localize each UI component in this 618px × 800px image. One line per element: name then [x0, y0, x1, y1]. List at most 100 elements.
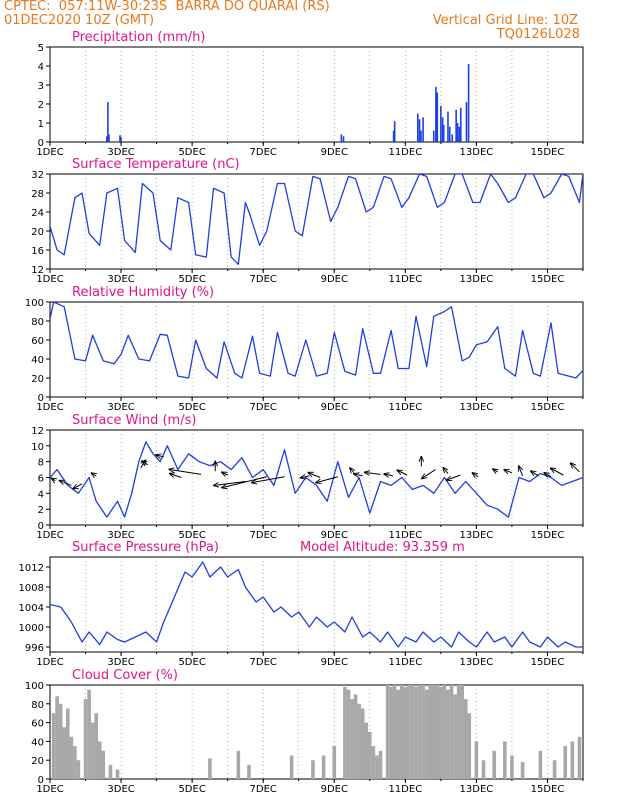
x-tick-label: 9DEC: [321, 530, 348, 541]
bar: [410, 685, 415, 779]
wind-arrow: [519, 466, 523, 477]
wind-arrow: [51, 478, 55, 481]
x-tick-label: 9DEC: [321, 402, 348, 413]
x-tick-label: 15DEC: [531, 784, 565, 795]
bar: [432, 130, 435, 142]
y-tick-label: 1000: [19, 623, 44, 634]
bar: [392, 685, 397, 779]
bar: [459, 107, 462, 142]
x-tick-label: 13DEC: [460, 147, 494, 158]
bar: [435, 86, 437, 142]
bar: [399, 685, 404, 779]
y-tick-label: 80: [31, 317, 44, 328]
bar: [570, 741, 575, 779]
y-tick-label: 40: [31, 737, 44, 748]
y-tick-label: 80: [31, 700, 44, 711]
bar: [407, 685, 411, 779]
bar: [289, 755, 294, 779]
wind-arrow: [446, 474, 461, 480]
x-tick-label: 3DEC: [107, 784, 134, 795]
plot-area: [51, 685, 582, 779]
bar: [418, 119, 421, 142]
bar: [208, 758, 212, 779]
wind-arrow: [308, 473, 321, 478]
bar: [577, 736, 582, 779]
y-tick-label: 100: [25, 298, 44, 309]
header-datetime: 01DEC2020 10Z (GMT): [4, 13, 155, 28]
x-tick-label: 13DEC: [460, 402, 494, 413]
y-tick-label: 20: [31, 756, 44, 767]
wind-arrow: [73, 483, 83, 489]
series-line: [50, 302, 583, 379]
y-tick-label: 0: [38, 393, 44, 404]
bar: [467, 64, 470, 142]
bar: [456, 685, 461, 779]
y-tick-label: 20: [31, 227, 44, 238]
bar: [108, 764, 113, 779]
wind-arrow: [550, 468, 564, 476]
panel-frame: [49, 301, 584, 398]
panel-temp: 12 16 20 24 28 32 1DEC 3DEC 5DEC 7DEC 9DEC 11DEC 13D…: [31, 157, 584, 285]
x-tick-label: 11DEC: [388, 402, 422, 413]
bar: [440, 105, 442, 142]
y-tick-label: 20: [31, 374, 44, 385]
wind-arrow: [472, 473, 479, 477]
bar: [456, 123, 459, 142]
wind-arrow: [300, 476, 310, 478]
x-tick-label: 5DEC: [178, 274, 205, 285]
wind-arrow: [570, 463, 580, 473]
bar: [107, 102, 109, 142]
x-tick-label: 15DEC: [531, 274, 565, 285]
bar: [83, 699, 88, 779]
bar: [385, 685, 390, 779]
panel-title: Cloud Cover (%): [72, 668, 178, 683]
wind-arrow: [384, 474, 394, 476]
y-tick-label: 0: [38, 138, 44, 149]
x-tick-label: 13DEC: [460, 784, 494, 795]
x-tick-label: 15DEC: [531, 147, 565, 158]
panel-wind: 0 2 4 6 8 10 12 1DEC 3DEC 5DEC 7DEC 9DEC 11DEC 13DEC 1…: [31, 413, 584, 541]
bar: [436, 92, 439, 142]
bar: [360, 708, 365, 779]
bar: [510, 755, 514, 779]
y-tick-label: 4: [38, 62, 44, 73]
bar: [371, 746, 376, 779]
bar: [460, 685, 464, 779]
bar: [449, 685, 454, 779]
bar: [393, 121, 396, 142]
bar: [417, 685, 422, 779]
y-tick-label: 32: [31, 170, 44, 181]
bar: [422, 117, 424, 142]
plot-area: [50, 561, 583, 648]
wind-arrow: [443, 468, 448, 474]
y-tick-label: 4: [38, 489, 44, 500]
panel-cloud: 0 20 40 60 80 100 1DEC 3DEC 5DEC 7DEC 9DEC 11DEC 13D…: [25, 668, 584, 795]
x-tick-label: 13DEC: [460, 274, 494, 285]
bar: [364, 722, 369, 779]
header-gridline: Vertical Grid Line: 10Z: [432, 13, 578, 28]
bar: [441, 117, 444, 142]
y-tick-label: 2: [38, 505, 44, 516]
wind-arrow: [422, 469, 436, 479]
y-tick-label: 28: [31, 189, 44, 200]
plot-area: [50, 302, 583, 379]
bar: [563, 746, 568, 779]
bar: [474, 741, 479, 779]
panel-rh: 0 20 40 60 80 100 1DEC 3DEC 5DEC 7DEC 9DEC 11DEC 13D…: [25, 285, 584, 413]
wind-arrow: [350, 468, 354, 473]
x-tick-label: 5DEC: [178, 657, 205, 668]
x-tick-label: 11DEC: [388, 274, 422, 285]
bar: [451, 134, 454, 142]
bar: [357, 703, 361, 779]
y-tick-label: 0: [38, 521, 44, 532]
bar: [115, 769, 120, 779]
wind-arrow: [91, 473, 96, 476]
y-tick-label: 1: [38, 119, 44, 130]
bar: [447, 111, 449, 142]
x-tick-label: 15DEC: [531, 657, 565, 668]
y-tick-label: 6: [38, 474, 44, 485]
bar: [431, 685, 436, 779]
wind-arrow: [142, 461, 148, 465]
panel-title: Relative Humidity (%): [72, 285, 214, 300]
